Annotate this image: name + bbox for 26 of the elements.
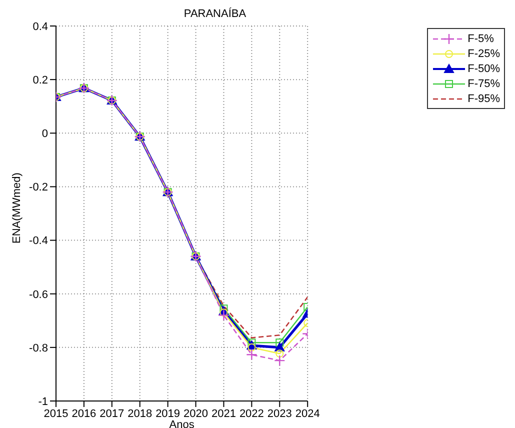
y-tick-label: -0.6	[29, 288, 48, 301]
legend-label: F-95%	[468, 92, 500, 104]
x-tick-label: 2020	[184, 408, 208, 420]
y-tick-label: -1	[38, 396, 48, 408]
y-tick-label: 0.4	[32, 20, 48, 33]
legend-label: F-50%	[468, 62, 500, 74]
y-tick-label: 0.2	[32, 74, 48, 86]
x-tick-label: 2021	[211, 408, 236, 420]
x-tick-label: 2016	[72, 408, 96, 420]
x-tick-label: 2019	[156, 408, 180, 420]
chart-title: PARANAÍBA	[182, 8, 248, 20]
y-axis-title: ENA(MWmed)	[10, 172, 23, 244]
legend-label: F-75%	[468, 78, 500, 90]
y-tick-label: -0.8	[29, 342, 48, 354]
y-tick-label: 0	[42, 128, 48, 140]
x-tick-label: 2015	[44, 408, 68, 420]
x-tick-label: 2023	[267, 408, 292, 420]
legend-label: F-5%	[468, 32, 494, 44]
x-tick-label: 2017	[100, 408, 124, 420]
x-axis-title: Anos	[169, 419, 195, 428]
x-tick-label: 2018	[128, 408, 152, 420]
legend-label: F-25%	[468, 48, 500, 60]
x-tick-label: 2024	[295, 408, 320, 420]
x-tick-label: 2022	[239, 408, 264, 420]
y-tick-label: -0.2	[29, 182, 48, 194]
y-tick-label: -0.4	[29, 235, 48, 248]
